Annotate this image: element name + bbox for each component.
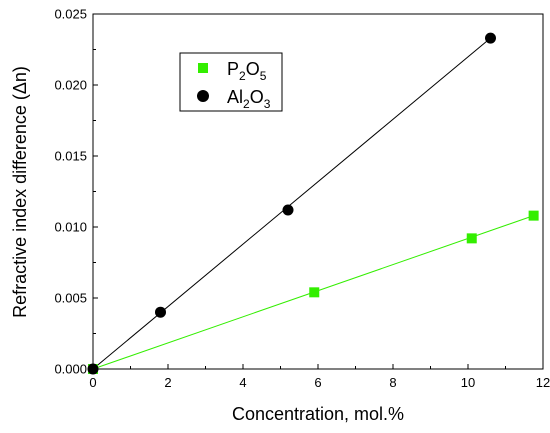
x-tick-label-4: 8 <box>389 375 396 390</box>
y-tick-label-2: 0.010 <box>54 220 87 235</box>
y-tick-label-0: 0.000 <box>54 362 87 377</box>
y-axis-ticks: 0.000 0.005 0.010 0.015 0.020 0.025 <box>54 7 98 377</box>
point-al2o3-2 <box>282 204 294 216</box>
legend-marker-p2o5 <box>198 63 208 73</box>
legend-label-al2o3: Al2O3 <box>227 87 271 111</box>
y-tick-label-5: 0.025 <box>54 7 87 22</box>
x-tick-label-5: 10 <box>461 375 475 390</box>
x-tick-label-1: 2 <box>164 375 171 390</box>
point-p2o5-2 <box>466 233 477 244</box>
x-axis-title: Concentration, mol.% <box>232 404 404 424</box>
y-tick-label-1: 0.005 <box>54 291 87 306</box>
point-al2o3-3 <box>485 32 496 44</box>
x-tick-label-0: 0 <box>89 375 96 390</box>
legend: P2O5 Al2O3 <box>179 52 283 112</box>
x-tick-label-3: 6 <box>314 375 321 390</box>
point-al2o3-1 <box>155 306 166 318</box>
y-tick-label-3: 0.015 <box>54 149 87 164</box>
point-p2o5-1 <box>309 287 320 298</box>
legend-label-p2o5: P2O5 <box>227 59 267 83</box>
x-tick-label-6: 12 <box>536 375 550 390</box>
y-tick-label-4: 0.020 <box>54 78 87 93</box>
x-tick-label-2: 4 <box>239 375 246 390</box>
point-al2o3-0 <box>87 363 99 375</box>
legend-marker-al2o3 <box>197 90 209 102</box>
point-p2o5-3 <box>528 210 539 221</box>
y-axis-title: Refractive index difference (Δn) <box>10 66 30 318</box>
fit-lines <box>92 37 534 370</box>
data-markers <box>87 32 539 375</box>
fit-line-al2o3 <box>92 37 491 370</box>
legend-box <box>179 52 283 112</box>
x-axis-ticks: 0 2 4 6 8 10 12 <box>89 364 550 390</box>
